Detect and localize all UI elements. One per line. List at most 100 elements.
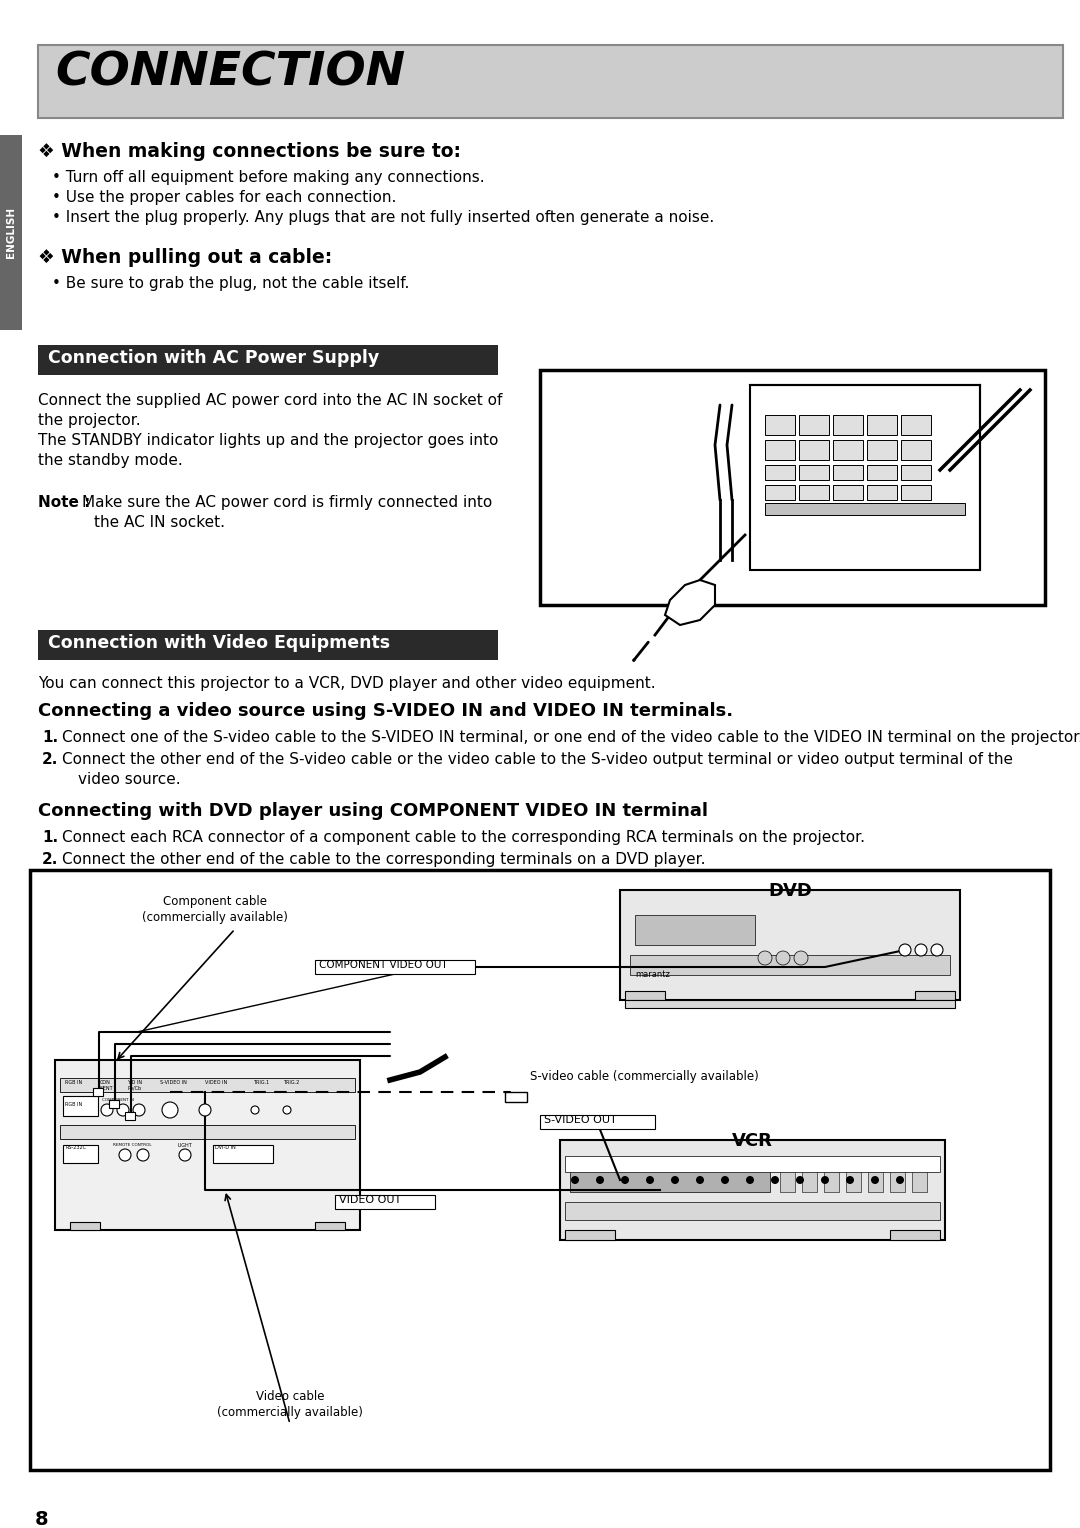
Bar [0, 134, 22, 330]
Text: ENGLISH: ENGLISH [6, 206, 16, 258]
Bar [867, 416, 897, 435]
Bar [867, 440, 897, 460]
Circle shape [846, 1177, 854, 1184]
Text: Make sure the AC power cord is firmly connected into: Make sure the AC power cord is firmly co… [82, 495, 492, 510]
Text: COMPONENT VIDEO OUT: COMPONENT VIDEO OUT [319, 960, 447, 970]
Bar [901, 484, 931, 500]
Text: 2.: 2. [42, 853, 58, 866]
Circle shape [117, 1105, 129, 1115]
Circle shape [758, 950, 772, 966]
Text: Connect each RCA connector of a component cable to the corresponding RCA termina: Connect each RCA connector of a componen… [62, 830, 865, 845]
Bar [765, 416, 795, 435]
Text: RS-232C: RS-232C [65, 1144, 86, 1151]
Circle shape [931, 944, 943, 957]
Bar [833, 416, 863, 435]
Text: CONNECTION: CONNECTION [55, 50, 405, 96]
Circle shape [794, 950, 808, 966]
Text: S-VIDEO OUT: S-VIDEO OUT [544, 1115, 617, 1125]
Text: CON
NENT: CON NENT [100, 1080, 113, 1091]
Bar [540, 370, 1045, 605]
Bar [765, 465, 795, 480]
Text: 1.: 1. [42, 830, 58, 845]
Text: DVI-D IN: DVI-D IN [215, 1144, 235, 1151]
Bar [63, 1096, 98, 1115]
Bar [70, 1222, 100, 1230]
Circle shape [571, 1177, 579, 1184]
Circle shape [283, 1106, 291, 1114]
Bar [915, 992, 955, 999]
Text: Connection with Video Equipments: Connection with Video Equipments [48, 634, 390, 652]
Bar [125, 1112, 135, 1120]
Bar [565, 1230, 615, 1241]
Bar [890, 1170, 905, 1192]
Bar [846, 1170, 861, 1192]
Bar [213, 1144, 273, 1163]
Bar [109, 1100, 119, 1108]
Bar [625, 999, 955, 1008]
Bar [833, 484, 863, 500]
Bar [765, 484, 795, 500]
Text: TRIG.2: TRIG.2 [283, 1080, 299, 1085]
Text: ❖ When making connections be sure to:: ❖ When making connections be sure to: [38, 142, 461, 160]
Text: Video cable: Video cable [256, 1390, 324, 1403]
Bar [765, 503, 966, 515]
Bar [799, 440, 829, 460]
Bar [824, 1170, 839, 1192]
Bar [315, 1222, 345, 1230]
Circle shape [870, 1177, 879, 1184]
Text: the standby mode.: the standby mode. [38, 452, 183, 468]
Polygon shape [665, 581, 715, 625]
Bar [315, 960, 475, 973]
Text: Note :: Note : [38, 495, 91, 510]
Circle shape [915, 944, 927, 957]
Text: TRIG.1: TRIG.1 [253, 1080, 269, 1085]
Text: Component cable: Component cable [163, 895, 267, 908]
Text: • Use the proper cables for each connection.: • Use the proper cables for each connect… [52, 189, 396, 205]
Text: LIGHT: LIGHT [178, 1143, 192, 1148]
Circle shape [119, 1149, 131, 1161]
Bar [625, 992, 665, 999]
Bar [60, 1125, 355, 1138]
Text: ❖ When pulling out a cable:: ❖ When pulling out a cable: [38, 248, 333, 267]
Text: S-video cable (commercially available): S-video cable (commercially available) [530, 1070, 759, 1083]
Bar [868, 1170, 883, 1192]
Bar [38, 630, 498, 660]
Bar [620, 889, 960, 999]
Text: • Turn off all equipment before making any connections.: • Turn off all equipment before making a… [52, 170, 485, 185]
Text: Connect the supplied AC power cord into the AC IN socket of: Connect the supplied AC power cord into … [38, 393, 502, 408]
Bar [635, 915, 755, 944]
Bar [833, 465, 863, 480]
Text: Y/D IN
Pb/Cb: Y/D IN Pb/Cb [127, 1080, 143, 1091]
Circle shape [721, 1177, 729, 1184]
Bar [565, 1203, 940, 1219]
Circle shape [646, 1177, 654, 1184]
Circle shape [746, 1177, 754, 1184]
Text: (commercially available): (commercially available) [143, 911, 288, 924]
Bar [30, 869, 1050, 1470]
Bar [561, 1140, 945, 1241]
Circle shape [179, 1149, 191, 1161]
Text: • Be sure to grab the plug, not the cable itself.: • Be sure to grab the plug, not the cabl… [52, 277, 409, 290]
Circle shape [162, 1102, 178, 1118]
Bar [901, 465, 931, 480]
Circle shape [777, 950, 789, 966]
Text: Connecting with DVD player using COMPONENT VIDEO IN terminal: Connecting with DVD player using COMPONE… [38, 802, 708, 821]
Bar [799, 465, 829, 480]
Text: VIDEO IN: VIDEO IN [205, 1080, 227, 1085]
Bar [799, 484, 829, 500]
Bar [765, 440, 795, 460]
Text: RGB IN: RGB IN [65, 1080, 82, 1085]
Bar [901, 440, 931, 460]
Bar [570, 1167, 770, 1192]
Circle shape [696, 1177, 704, 1184]
Circle shape [596, 1177, 604, 1184]
Bar [93, 1088, 103, 1096]
Circle shape [771, 1177, 779, 1184]
Bar [55, 1060, 360, 1230]
Text: REMOTE CONTROL: REMOTE CONTROL [113, 1143, 151, 1148]
Text: marantz: marantz [635, 970, 670, 979]
Bar [38, 345, 498, 374]
Circle shape [671, 1177, 679, 1184]
Bar [833, 440, 863, 460]
Text: Connect one of the S-video cable to the S-VIDEO IN terminal, or one end of the v: Connect one of the S-video cable to the … [62, 730, 1080, 746]
